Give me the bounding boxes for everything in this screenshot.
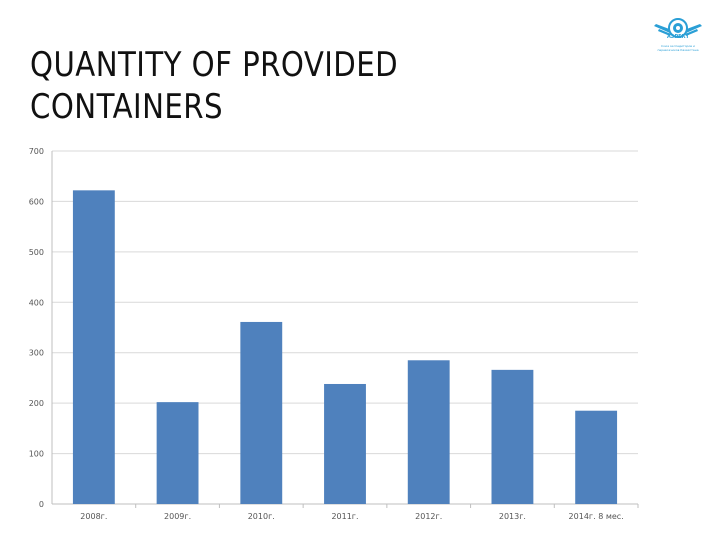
y-tick-label: 700 [29, 147, 44, 156]
x-tick-label: 2013г. [499, 512, 526, 521]
x-tick-label: 2011г. [331, 512, 358, 521]
y-tick-label: 600 [29, 197, 44, 206]
x-tick-label: 2014г. 8 мес. [569, 512, 624, 521]
y-tick-label: 500 [29, 248, 44, 257]
bar [575, 410, 618, 504]
x-tick-label: 2009г. [164, 512, 191, 521]
bar [240, 321, 283, 504]
y-tick-label: 400 [29, 298, 44, 307]
x-tick-label: 2008г. [80, 512, 107, 521]
x-tick-label: 2012г. [415, 512, 442, 521]
bar [324, 383, 366, 504]
logo-tagline: Союз экспедиторов и перевозчиков Казахст… [657, 44, 699, 52]
logo-name: АЭРЕКТ [666, 34, 690, 40]
y-tick-label: 0 [39, 500, 44, 509]
bar [156, 402, 199, 504]
bar [491, 369, 534, 504]
y-tick-label: 100 [29, 450, 44, 459]
logo-icon [654, 18, 702, 38]
bar [407, 360, 450, 504]
x-tick-label: 2010г. [248, 512, 275, 521]
bar [72, 190, 115, 504]
y-tick-label: 300 [29, 349, 44, 358]
page-title: QUANTITY OF PROVIDED CONTAINERS [30, 45, 399, 127]
y-tick-label: 200 [29, 399, 44, 408]
